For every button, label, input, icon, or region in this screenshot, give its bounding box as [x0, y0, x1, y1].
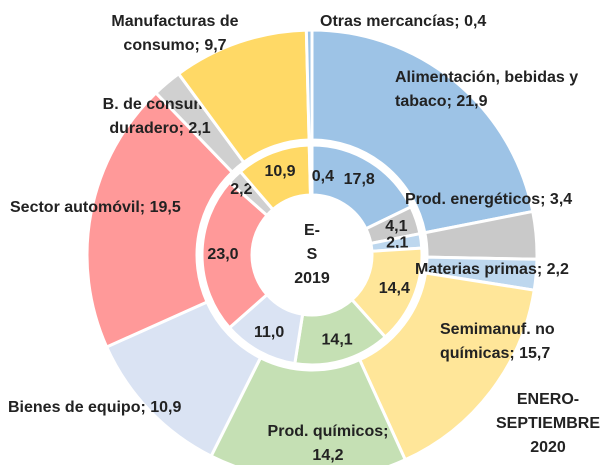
outer-value-label: Sector automóvil; 19,5 [10, 199, 181, 216]
inner-value-label: 2,1 [386, 234, 408, 251]
inner-value-label: 23,0 [207, 246, 238, 263]
outer-value-label: B. de consumo duradero; 2,1 [103, 96, 218, 137]
inner-value-label: 0,4 [312, 168, 334, 185]
center-label: E-S 2019 [294, 222, 330, 287]
donut-segment [200, 180, 270, 330]
outer-value-label: Semimanuf. no químicas; 15,7 [440, 321, 555, 362]
inner-value-label: 2,2 [230, 181, 252, 198]
outer-value-label: Prod. energéticos; 3,4 [405, 191, 572, 208]
series-label: ENERO-SEPTIEMBRE 2020 [496, 391, 600, 456]
donut-segment [357, 271, 536, 462]
inner-value-label: 17,8 [344, 171, 375, 188]
inner-value-label: 11,0 [254, 324, 284, 341]
outer-value-label: Manufacturas de consumo; 9,7 [111, 13, 238, 54]
inner-value-label: 14,4 [379, 280, 410, 297]
outer-value-label: Alimentación, bebidas y tabaco; 21,9 [395, 69, 578, 110]
donut-segment [304, 28, 314, 142]
inner-value-label: 10,9 [264, 163, 295, 180]
donut-segment [310, 28, 535, 235]
outer-value-label: Prod. químicos; 14,2 [268, 423, 389, 464]
donut-segment [85, 90, 235, 349]
outer-value-label: Materias primas; 2,2 [415, 261, 569, 278]
outer-value-label: Otras mercancías; 0,4 [320, 13, 486, 30]
donut-segment [307, 143, 314, 197]
inner-value-label: 14,1 [322, 332, 353, 349]
outer-value-label: Bienes de equipo; 10,9 [8, 399, 181, 416]
inner-value-label: 4,1 [385, 218, 407, 235]
donut-segment [209, 355, 408, 465]
